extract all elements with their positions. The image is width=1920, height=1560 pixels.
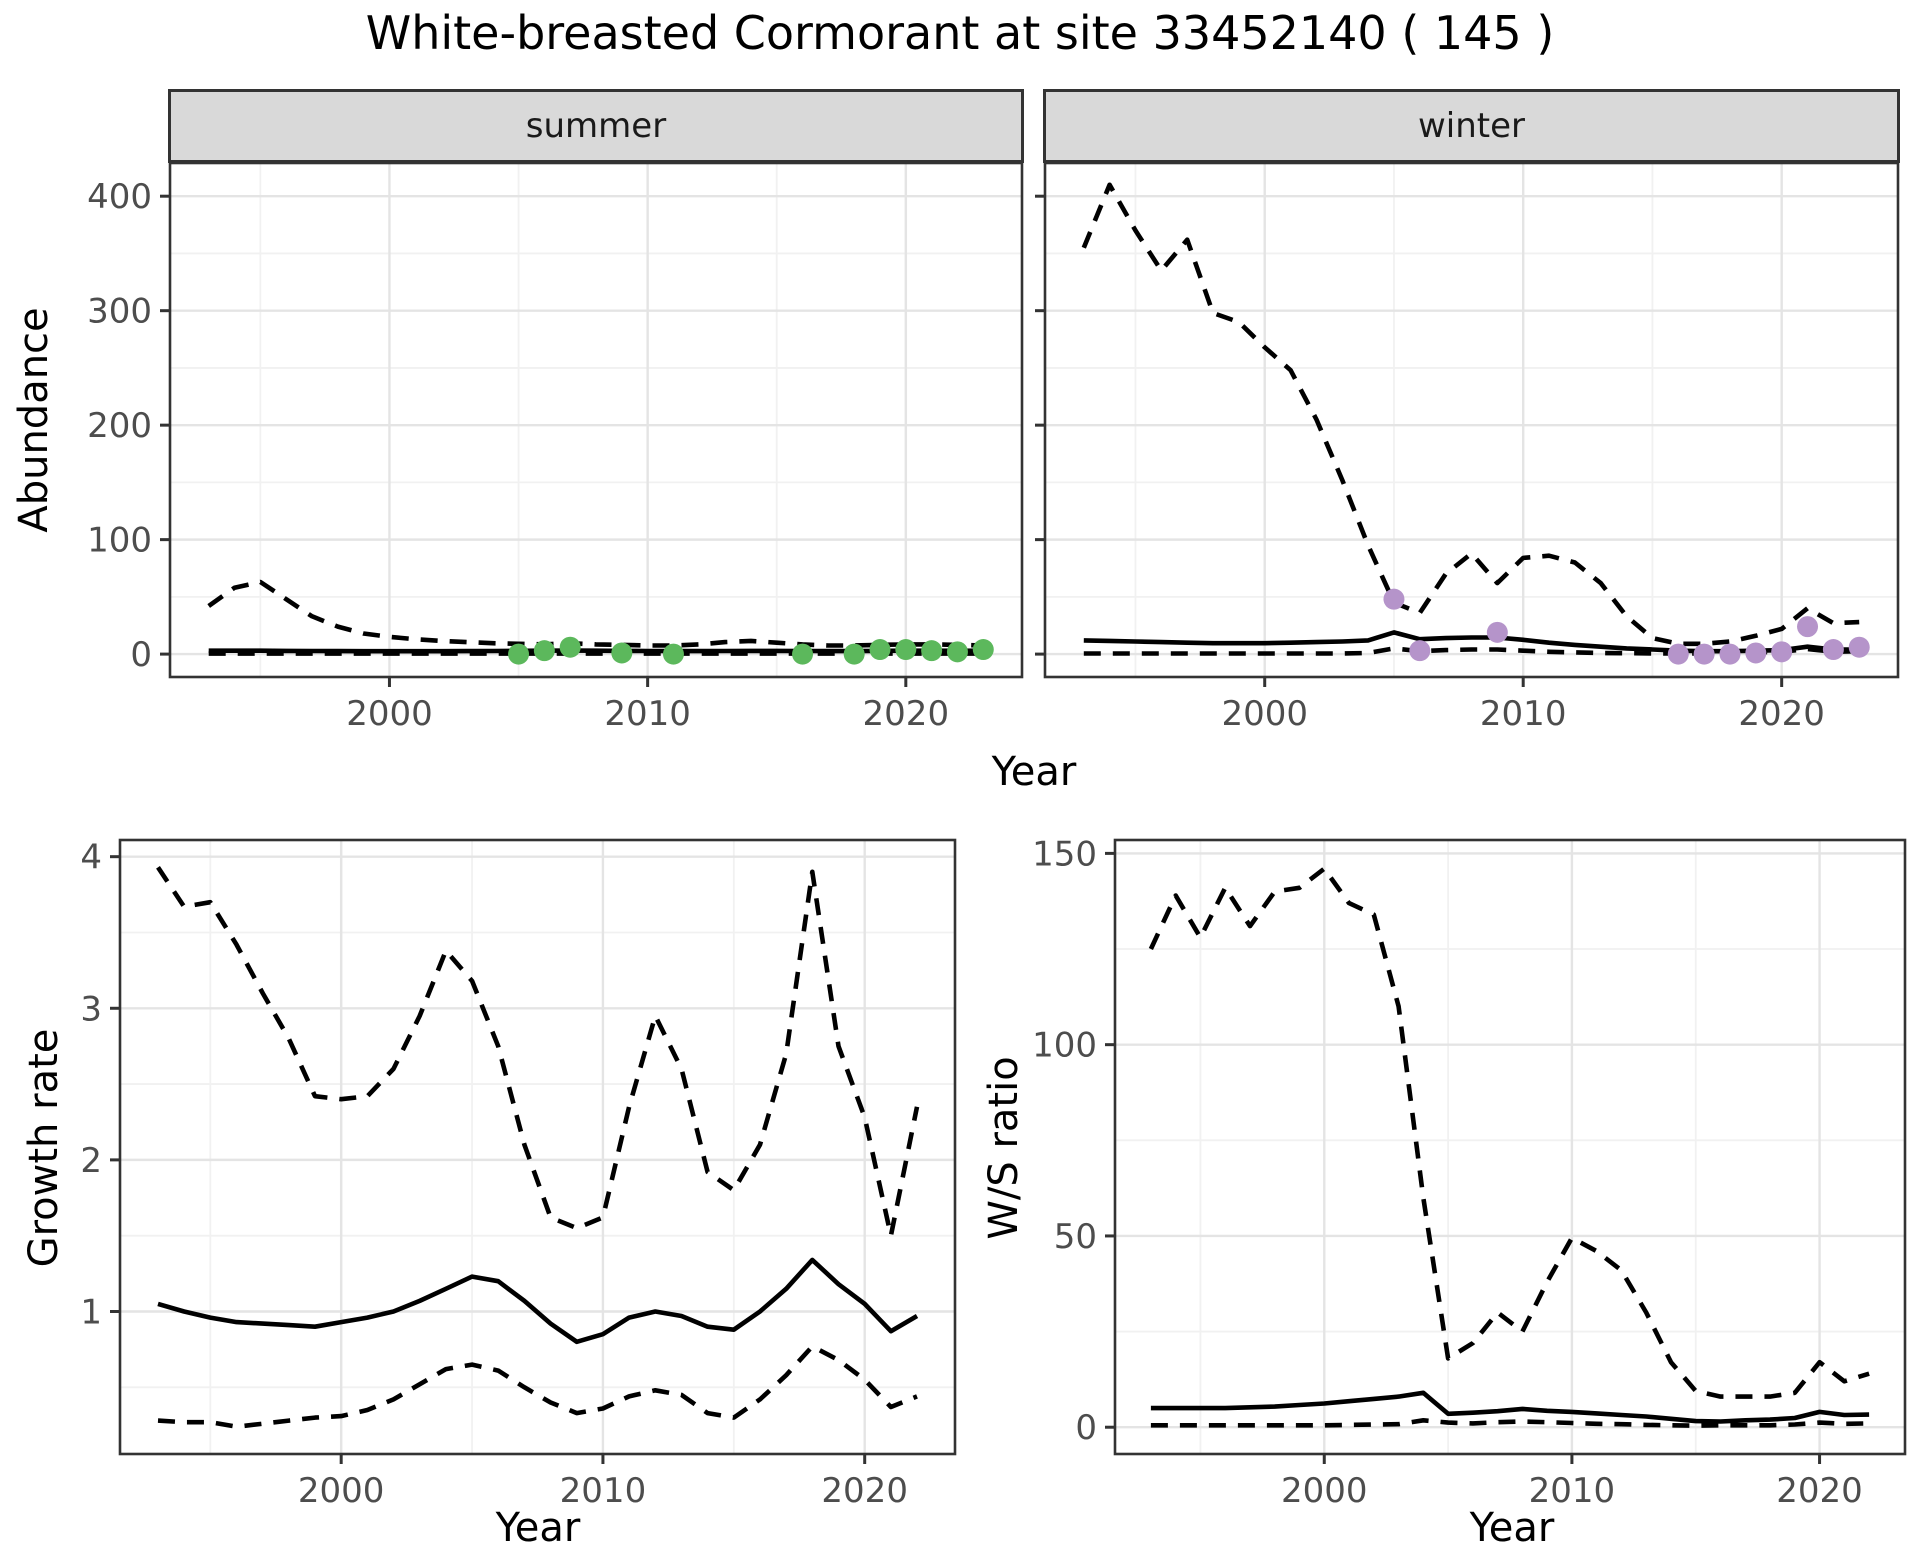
svg-text:2000: 2000 xyxy=(346,694,433,734)
svg-text:100: 100 xyxy=(87,521,152,561)
growth-rate-panel: 2000 2010 2020 1 2 3 4 xyxy=(80,838,957,1511)
svg-text:0: 0 xyxy=(130,635,152,675)
svg-text:2000: 2000 xyxy=(1281,1471,1368,1511)
svg-text:2020: 2020 xyxy=(863,694,950,734)
facet-strip-summer: summer xyxy=(168,89,1024,163)
svg-text:2000: 2000 xyxy=(1221,694,1308,734)
svg-text:150: 150 xyxy=(1032,834,1097,874)
svg-text:2010: 2010 xyxy=(1480,694,1567,734)
svg-text:2000: 2000 xyxy=(298,1471,385,1511)
svg-text:300: 300 xyxy=(87,292,152,332)
y-axis-label-ws-ratio: W/S ratio xyxy=(981,1056,1027,1240)
svg-text:50: 50 xyxy=(1054,1217,1097,1257)
svg-text:3: 3 xyxy=(80,989,102,1029)
x-axis-label-year-top: Year xyxy=(991,749,1077,795)
svg-text:1: 1 xyxy=(80,1292,102,1332)
svg-text:100: 100 xyxy=(1032,1026,1097,1066)
x-axis-label-year-growth: Year xyxy=(495,1505,581,1551)
svg-text:4: 4 xyxy=(80,838,102,878)
winter-abundance-panel: 2000 2010 2020 xyxy=(1035,161,1900,734)
svg-text:2: 2 xyxy=(80,1141,102,1181)
x-axis-label-year-ws: Year xyxy=(1469,1505,1555,1551)
facet-strip-winter: winter xyxy=(1043,89,1900,163)
svg-text:2020: 2020 xyxy=(1776,1471,1863,1511)
svg-text:200: 200 xyxy=(87,406,152,446)
ws-ratio-panel: 2000 2010 2020 0 50 100 150 xyxy=(1032,834,1907,1511)
facet-strip-winter-label: winter xyxy=(1417,106,1526,146)
svg-text:2010: 2010 xyxy=(604,694,691,734)
svg-text:2010: 2010 xyxy=(560,1471,647,1511)
svg-text:2010: 2010 xyxy=(1529,1471,1616,1511)
facet-strip-summer-label: summer xyxy=(525,106,667,146)
chart-title: White-breasted Cormorant at site 3345214… xyxy=(365,6,1555,60)
y-axis-label-abundance: Abundance xyxy=(11,307,57,533)
svg-text:2020: 2020 xyxy=(821,1471,908,1511)
svg-text:400: 400 xyxy=(87,177,152,217)
svg-text:0: 0 xyxy=(1075,1408,1097,1448)
summer-abundance-panel: 2000 2010 2020 0 100 200 300 400 xyxy=(87,161,1024,734)
svg-text:2020: 2020 xyxy=(1738,694,1825,734)
